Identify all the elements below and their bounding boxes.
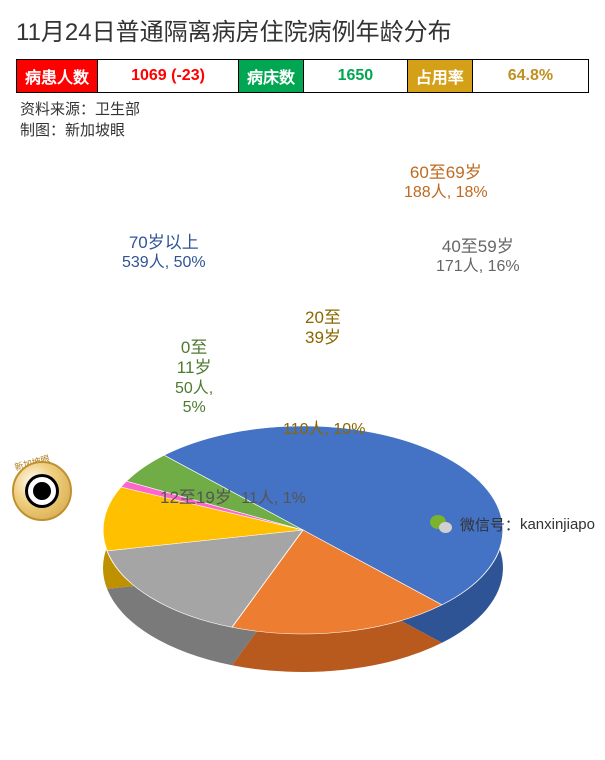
wechat-icon xyxy=(428,511,454,537)
slice-label: 110人, 10% xyxy=(283,420,365,439)
slice-label: 40至59岁171人, 16% xyxy=(436,237,520,277)
patients-label: 病患人数 xyxy=(17,60,98,92)
stats-bar: 病患人数 1069 (-23) 病床数 1650 占用率 64.8% xyxy=(16,59,589,93)
chart-title: 11月24日普通隔离病房住院病例年龄分布 xyxy=(0,0,605,47)
patients-value: 1069 (-23) xyxy=(98,60,239,92)
eye-icon xyxy=(28,477,56,505)
beds-value: 1650 xyxy=(304,60,408,92)
slice-label: 0至11岁50人,5% xyxy=(175,338,213,417)
slice-label: 20至39岁 xyxy=(305,308,341,349)
beds-label: 病床数 xyxy=(239,60,304,92)
source-line-2: 制图：新加坡眼 xyxy=(20,120,605,141)
source-info: 资料来源：卫生部 制图：新加坡眼 xyxy=(20,99,605,141)
slice-label: 70岁以上539人, 50% xyxy=(122,233,206,273)
occupancy-label: 占用率 xyxy=(408,60,473,92)
wechat-id: kanxinjiapo xyxy=(520,516,595,533)
wechat-label: 微信号： xyxy=(460,514,520,535)
chart-container: 11月24日普通隔离病房住院病例年龄分布 病患人数 1069 (-23) 病床数… xyxy=(0,0,605,547)
slice-label: 12至19岁 11人, 1% xyxy=(160,488,306,508)
occupancy-value: 64.8% xyxy=(473,60,588,92)
wechat-credit: 微信号： kanxinjiapo xyxy=(428,511,595,537)
source-line-1: 资料来源：卫生部 xyxy=(20,99,605,120)
slice-label: 60至69岁188人, 18% xyxy=(404,163,488,203)
logo-icon xyxy=(12,461,72,521)
